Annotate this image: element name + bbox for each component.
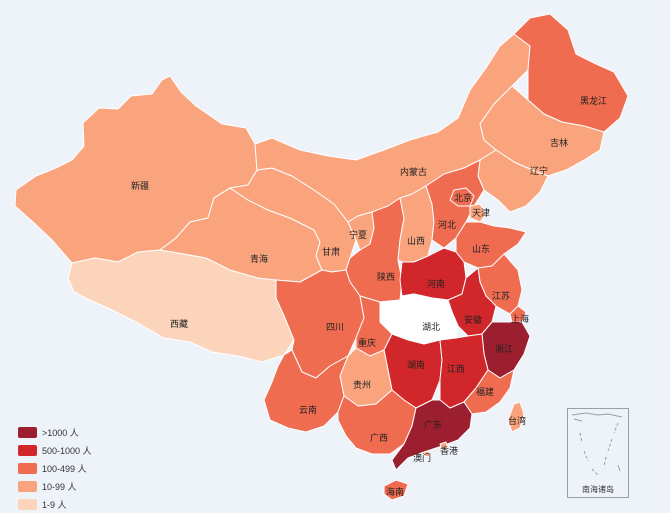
- legend-swatch: [18, 444, 37, 456]
- label-jiangxi: 江西: [447, 364, 465, 375]
- label-xizang: 西藏: [170, 318, 188, 330]
- label-guangxi: 广西: [370, 432, 388, 444]
- label-yunnan: 云南: [299, 404, 317, 416]
- legend-label: 10-99 人: [42, 481, 77, 492]
- province-heilongjiang[interactable]: [513, 13, 629, 133]
- legend: >1000 人 500-1000 人 100-499 人 10-99 人 1-9…: [18, 423, 92, 513]
- legend-label: 100-499 人: [42, 463, 87, 474]
- legend-item[interactable]: 1-9 人: [18, 495, 92, 513]
- legend-label: 500-1000 人: [42, 445, 92, 456]
- province-jilin[interactable]: [479, 85, 605, 177]
- label-chongqing: 重庆: [358, 337, 376, 349]
- label-shanxi: 山西: [407, 236, 425, 247]
- label-gansu: 甘肃: [322, 246, 340, 258]
- legend-label: >1000 人: [42, 427, 79, 438]
- label-tianjin: 天津: [472, 208, 490, 219]
- province-sichuan[interactable]: [275, 269, 365, 379]
- legend-swatch: [18, 462, 37, 474]
- province-hainan[interactable]: [383, 479, 409, 501]
- label-taiwan: 台湾: [508, 415, 526, 427]
- legend-swatch: [18, 498, 37, 510]
- label-aomen: 澳门: [413, 452, 431, 464]
- legend-label: 1-9 人: [42, 499, 67, 510]
- province-shandong[interactable]: [455, 221, 527, 269]
- label-anhui: 安徽: [464, 314, 482, 326]
- label-jilin: 吉林: [550, 137, 568, 149]
- label-hainan: 海南: [386, 486, 404, 498]
- legend-item[interactable]: 100-499 人: [18, 459, 92, 477]
- label-guangdong: 广东: [424, 419, 442, 431]
- legend-item[interactable]: 500-1000 人: [18, 441, 92, 459]
- south-china-sea-inset: 南海诸岛: [567, 408, 629, 498]
- label-heilongjiang: 黑龙江: [580, 95, 607, 107]
- legend-swatch: [18, 480, 37, 492]
- label-neimenggu: 内蒙古: [400, 166, 427, 178]
- inset-label: 南海诸岛: [582, 485, 614, 494]
- province-aomen[interactable]: [423, 450, 431, 458]
- label-jiangsu: 江苏: [492, 290, 510, 302]
- label-ningxia: 宁夏: [349, 229, 367, 241]
- province-shanghai[interactable]: [509, 305, 527, 323]
- label-sichuan: 四川: [326, 323, 344, 333]
- label-beijing: 北京: [454, 192, 472, 204]
- label-shandong: 山东: [472, 243, 490, 255]
- label-hebei: 河北: [438, 219, 456, 231]
- legend-swatch: [18, 426, 37, 438]
- province-taiwan[interactable]: [507, 401, 525, 433]
- label-zhejiang: 浙江: [495, 343, 513, 355]
- label-qinghai: 青海: [250, 253, 268, 265]
- label-xinjiang: 新疆: [131, 180, 149, 192]
- label-liaoning: 辽宁: [530, 165, 548, 177]
- label-xianggang: 香港: [440, 445, 458, 457]
- label-hubei: 湖北: [422, 322, 440, 333]
- label-fujian: 福建: [476, 386, 494, 398]
- province-yunnan[interactable]: [263, 349, 349, 433]
- label-henan: 河南: [427, 278, 445, 290]
- province-guangdong[interactable]: [391, 399, 473, 471]
- province-tianjin[interactable]: [469, 203, 487, 223]
- legend-item[interactable]: >1000 人: [18, 423, 92, 441]
- label-hunan: 湖南: [407, 359, 425, 371]
- label-shanghai: 上海: [511, 313, 529, 325]
- legend-item[interactable]: 10-99 人: [18, 477, 92, 495]
- label-shaanxi: 陕西: [377, 271, 395, 283]
- label-guizhou: 贵州: [353, 379, 371, 391]
- province-shanxi[interactable]: [397, 185, 435, 263]
- province-xianggang[interactable]: [439, 441, 449, 451]
- inset-islands-graphic: [571, 412, 623, 476]
